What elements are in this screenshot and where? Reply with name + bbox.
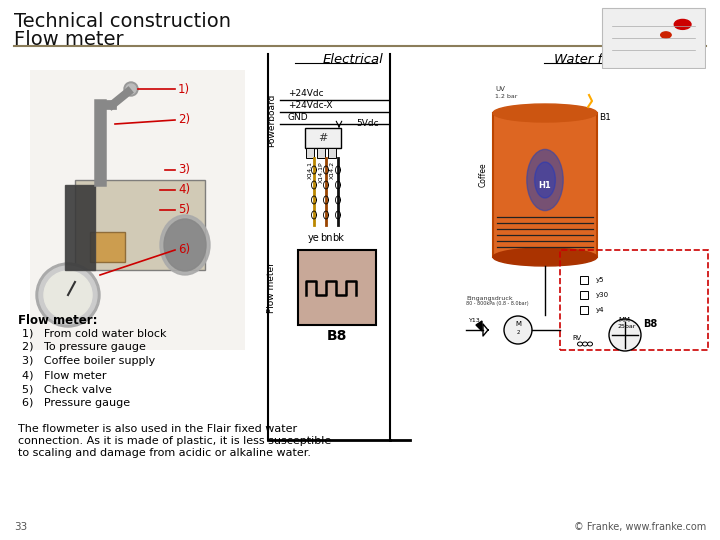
Text: 4)   Flow meter: 4) Flow meter	[22, 370, 107, 380]
Text: Technical construction: Technical construction	[14, 12, 231, 31]
Text: GND: GND	[288, 113, 309, 122]
Text: bk: bk	[332, 233, 344, 243]
Circle shape	[126, 84, 136, 94]
Text: #: #	[318, 133, 328, 143]
Bar	[298, 250, 376, 325]
Text: © Franke, www.franke.com: © Franke, www.franke.com	[574, 522, 706, 532]
Text: 1.2 bar: 1.2 bar	[495, 94, 518, 99]
Text: 6): 6)	[178, 244, 190, 256]
Ellipse shape	[493, 248, 597, 266]
Bar	[306, 148, 314, 158]
Text: H1: H1	[539, 180, 552, 190]
Text: Coffee: Coffee	[479, 163, 487, 187]
Text: y5: y5	[596, 277, 605, 283]
Text: B1: B1	[599, 113, 611, 123]
Polygon shape	[476, 321, 482, 331]
Circle shape	[124, 82, 138, 96]
Circle shape	[661, 32, 671, 38]
Text: connection. As it is made of plastic, it is less susceptible: connection. As it is made of plastic, it…	[18, 436, 331, 446]
Text: 6)   Pressure gauge: 6) Pressure gauge	[22, 398, 130, 408]
Bar	[317, 148, 325, 158]
Text: Y13: Y13	[469, 318, 481, 323]
Text: 5): 5)	[178, 204, 190, 217]
Text: RV: RV	[572, 335, 581, 341]
Bar	[75, 180, 205, 270]
Bar	[580, 291, 588, 299]
Circle shape	[675, 19, 691, 29]
Text: M: M	[515, 321, 521, 327]
Circle shape	[44, 271, 92, 319]
Text: 2): 2)	[178, 113, 190, 126]
Text: B8: B8	[643, 319, 657, 329]
Text: The flowmeter is also used in the Flair fixed water: The flowmeter is also used in the Flair …	[18, 424, 297, 434]
Text: 4): 4)	[178, 184, 190, 197]
Bar	[328, 148, 336, 158]
Circle shape	[36, 263, 100, 327]
Text: MM: MM	[618, 317, 630, 323]
Text: ye: ye	[308, 233, 320, 243]
Bar	[493, 113, 597, 257]
Ellipse shape	[160, 215, 210, 275]
Text: Powerboard: Powerboard	[268, 93, 276, 147]
Text: +24Vdc: +24Vdc	[288, 89, 323, 98]
Text: 3)   Coffee boiler supply: 3) Coffee boiler supply	[22, 356, 156, 366]
Text: X14.1P: X14.1P	[318, 161, 323, 183]
Circle shape	[39, 266, 97, 324]
Text: 5)   Check valve: 5) Check valve	[22, 384, 112, 394]
Ellipse shape	[164, 219, 206, 271]
Ellipse shape	[493, 104, 597, 122]
Text: UV: UV	[495, 86, 505, 92]
Text: 2: 2	[516, 330, 520, 335]
Text: 2)   To pressure gauge: 2) To pressure gauge	[22, 342, 146, 352]
Text: y30: y30	[596, 292, 609, 298]
Text: 5Vdc: 5Vdc	[356, 119, 379, 128]
Bar	[30, 70, 245, 350]
Bar	[580, 276, 588, 284]
Text: X14.2: X14.2	[330, 161, 335, 179]
Text: Flow meter: Flow meter	[14, 30, 124, 49]
Text: X14.1: X14.1	[307, 161, 312, 179]
Text: B8: B8	[327, 329, 347, 343]
Bar	[580, 306, 588, 314]
Text: 1): 1)	[178, 83, 190, 96]
Circle shape	[504, 316, 532, 344]
Text: 80 - 800kPa (0.8 - 8.0bar): 80 - 800kPa (0.8 - 8.0bar)	[466, 301, 528, 306]
Text: Flow meter:: Flow meter:	[18, 314, 97, 327]
Bar	[305, 128, 341, 148]
Bar	[560, 250, 708, 350]
Ellipse shape	[527, 150, 563, 211]
Circle shape	[609, 319, 641, 351]
Text: 33: 33	[14, 522, 27, 532]
Text: Water flow: Water flow	[554, 53, 625, 66]
Text: Flow meter: Flow meter	[268, 262, 276, 313]
Text: y4: y4	[596, 307, 605, 313]
Bar	[90, 232, 125, 262]
Text: bn: bn	[320, 233, 332, 243]
Text: +24Vdc-X: +24Vdc-X	[288, 101, 333, 110]
Text: 1)   From cold water block: 1) From cold water block	[22, 328, 166, 338]
Text: 25bar: 25bar	[618, 324, 636, 329]
Text: to scaling and damage from acidic or alkaline water.: to scaling and damage from acidic or alk…	[18, 448, 311, 458]
Ellipse shape	[534, 162, 555, 198]
Text: Electrical: Electrical	[323, 53, 384, 66]
Text: Eingangsdruck: Eingangsdruck	[466, 296, 513, 301]
Text: 3): 3)	[178, 164, 190, 177]
Bar	[65, 185, 95, 270]
